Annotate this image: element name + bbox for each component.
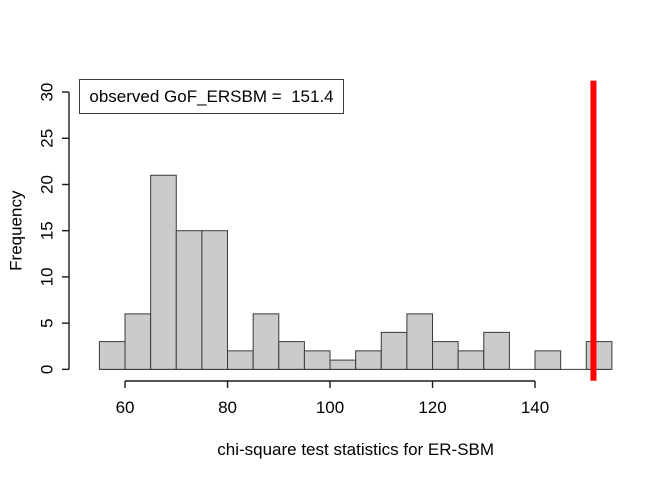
x-tick-label: 120 — [418, 398, 446, 417]
x-axis-title: chi-square test statistics for ER-SBM — [217, 440, 494, 459]
histogram-bar — [534, 350, 562, 370]
x-tick-label: 100 — [316, 398, 344, 417]
legend-box: observed GoF_ERSBM = 151.4 — [79, 79, 344, 114]
histogram-bar — [585, 341, 613, 370]
y-tick-label: 5 — [38, 318, 57, 327]
histogram-bar — [175, 230, 203, 370]
histogram-bar — [355, 350, 382, 370]
x-tick-label: 80 — [218, 398, 237, 417]
histogram-bar — [432, 341, 459, 370]
legend-label: observed GoF_ERSBM = 151.4 — [89, 86, 334, 106]
y-axis-title: Frequency — [7, 190, 26, 271]
histogram-bar — [98, 341, 126, 370]
histogram-bar — [457, 350, 485, 370]
y-tick-label: 15 — [38, 221, 57, 240]
y-tick-label: 25 — [38, 129, 57, 148]
histogram-bar — [124, 313, 152, 370]
histogram-bar — [227, 350, 254, 370]
y-tick-label: 20 — [38, 175, 57, 194]
y-tick-label: 0 — [38, 365, 57, 374]
histogram-bar — [380, 331, 408, 370]
x-tick-label: 140 — [521, 398, 549, 417]
histogram-bar — [150, 174, 177, 370]
histogram-bar — [201, 230, 229, 370]
x-tick-label: 60 — [116, 398, 135, 417]
y-tick-label: 10 — [38, 267, 57, 286]
histogram-bar — [252, 313, 280, 370]
histogram-bar — [303, 350, 331, 370]
histogram-bar — [483, 331, 510, 370]
histogram-bar — [329, 359, 357, 370]
histogram-bar — [278, 341, 305, 370]
y-tick-label: 30 — [38, 83, 57, 102]
histogram-bar — [406, 313, 434, 370]
